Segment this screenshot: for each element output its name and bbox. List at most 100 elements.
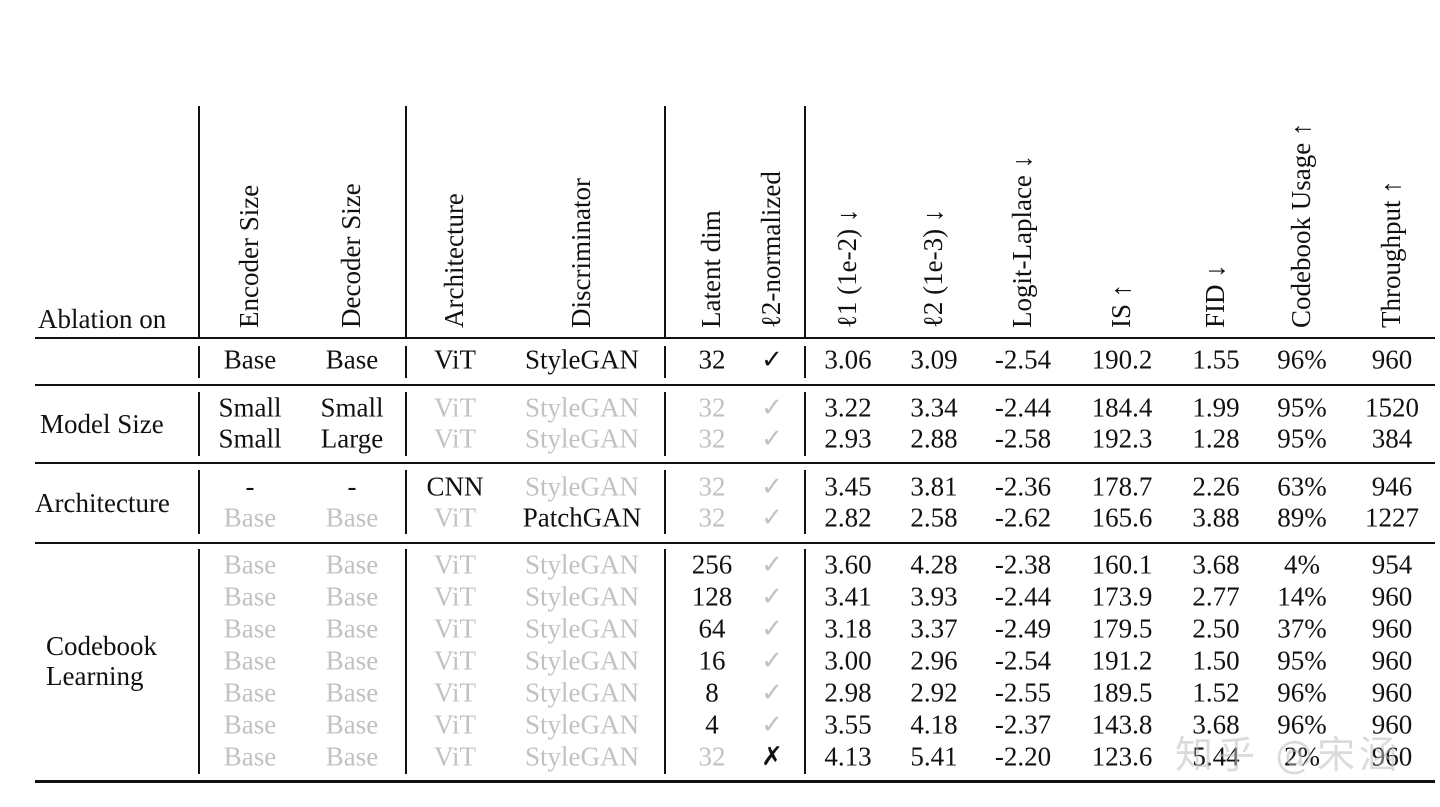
column-divider [664,392,666,456]
header-column: ℓ1 (1e-2) ↓ [832,208,862,328]
table-cell: Small [218,392,282,423]
table-cell: 3.06 [824,344,872,375]
table-cell: 32 [698,423,726,454]
table-cell: ViT [434,677,476,708]
column-divider [405,346,407,378]
table-cell: PatchGAN [522,502,642,533]
table-cell: -2.55 [994,677,1052,708]
table-cell: 960 [1371,344,1413,375]
table-cell: 1520 [1365,392,1419,423]
table-cell: ViT [434,549,476,580]
table-cell: 4% [1284,549,1320,580]
table-cell: Base [325,344,379,375]
table-rule [35,384,1435,386]
table-cell: StyleGAN [525,645,639,676]
group-label: Codebook Learning [46,631,157,691]
header-column: Discriminator [566,178,596,328]
table-cell: 178.7 [1091,471,1153,502]
table-cell: 3.00 [824,645,872,676]
table-cell: 3.88 [1192,502,1240,533]
table-cell: 2.26 [1192,471,1240,502]
table-cell: ✓ [761,345,783,375]
column-divider [405,549,407,774]
header-column: ℓ2-normalized [756,171,786,328]
table-cell: Base [223,502,277,533]
table-cell: 143.8 [1091,709,1153,740]
group-label-line: Codebook [46,631,157,661]
table-cell: 128 [691,581,733,612]
table-cell: 173.9 [1091,581,1153,612]
table-cell: 96% [1277,709,1327,740]
table-cell: 3.18 [824,613,872,644]
table-cell: 184.4 [1091,392,1153,423]
table-cell: Base [325,581,379,612]
table-cell: 384 [1371,423,1413,454]
table-cell: Base [223,677,277,708]
table-cell: 1.50 [1192,645,1240,676]
table-cell: StyleGAN [525,392,639,423]
column-divider [664,470,666,534]
table-cell: 95% [1277,645,1327,676]
header-column: ℓ2 (1e-3) ↓ [918,208,948,328]
table-cell: ViT [434,502,476,533]
column-divider [664,346,666,378]
group-label-line: Architecture [35,487,170,518]
table-cell: 960 [1371,613,1413,644]
table-cell: Base [325,709,379,740]
table-cell: Base [223,549,277,580]
table-cell: 960 [1371,677,1413,708]
table-rule [35,337,1435,339]
table-cell: Base [325,677,379,708]
table-cell: -2.44 [994,392,1052,423]
table-cell: ✓ [761,393,783,423]
table-cell: 960 [1371,709,1413,740]
table-cell: CNN [426,471,484,502]
column-divider [405,470,407,534]
table-cell: 1.28 [1192,423,1240,454]
table-cell: ViT [434,709,476,740]
table-cell: ViT [434,423,476,454]
column-divider [198,392,200,456]
table-cell: StyleGAN [525,709,639,740]
table-cell: 2.92 [910,677,958,708]
table-cell: 2.88 [910,423,958,454]
table-cell: -2.44 [994,581,1052,612]
table-rule [35,462,1435,464]
table-cell: 123.6 [1091,741,1153,772]
table-cell: ViT [434,613,476,644]
column-divider [804,346,806,378]
table-cell: ✗ [761,742,783,772]
header-column: Encoder Size [234,184,264,328]
table-rule [35,542,1435,544]
table-cell: 2.98 [824,677,872,708]
table-cell: 954 [1371,549,1413,580]
table-cell: 8 [705,677,719,708]
table-cell: 32 [698,471,726,502]
table-cell: ✓ [761,503,783,533]
table-cell: 1227 [1365,502,1419,533]
column-divider [405,106,407,337]
table-cell: 179.5 [1091,613,1153,644]
table-cell: -2.38 [994,549,1052,580]
column-divider [804,106,806,337]
table-cell: 3.68 [1192,549,1240,580]
table-cell: 32 [698,502,726,533]
table-cell: StyleGAN [525,423,639,454]
table-cell: 2.50 [1192,613,1240,644]
table-cell: -2.36 [994,471,1052,502]
table-cell: StyleGAN [525,581,639,612]
table-cell: ✓ [761,710,783,740]
table-cell: 2.58 [910,502,958,533]
table-cell: Base [223,645,277,676]
table-cell: 3.41 [824,581,872,612]
table-cell: 960 [1371,741,1413,772]
table-cell: 3.60 [824,549,872,580]
header-column: Decoder Size [336,183,366,328]
table-cell: Base [325,502,379,533]
table-cell: -2.54 [994,344,1052,375]
table-cell: Base [223,344,277,375]
table-cell: 189.5 [1091,677,1153,708]
table-cell: 946 [1371,471,1413,502]
table-cell: 4.13 [824,741,872,772]
table-cell: ✓ [761,550,783,580]
